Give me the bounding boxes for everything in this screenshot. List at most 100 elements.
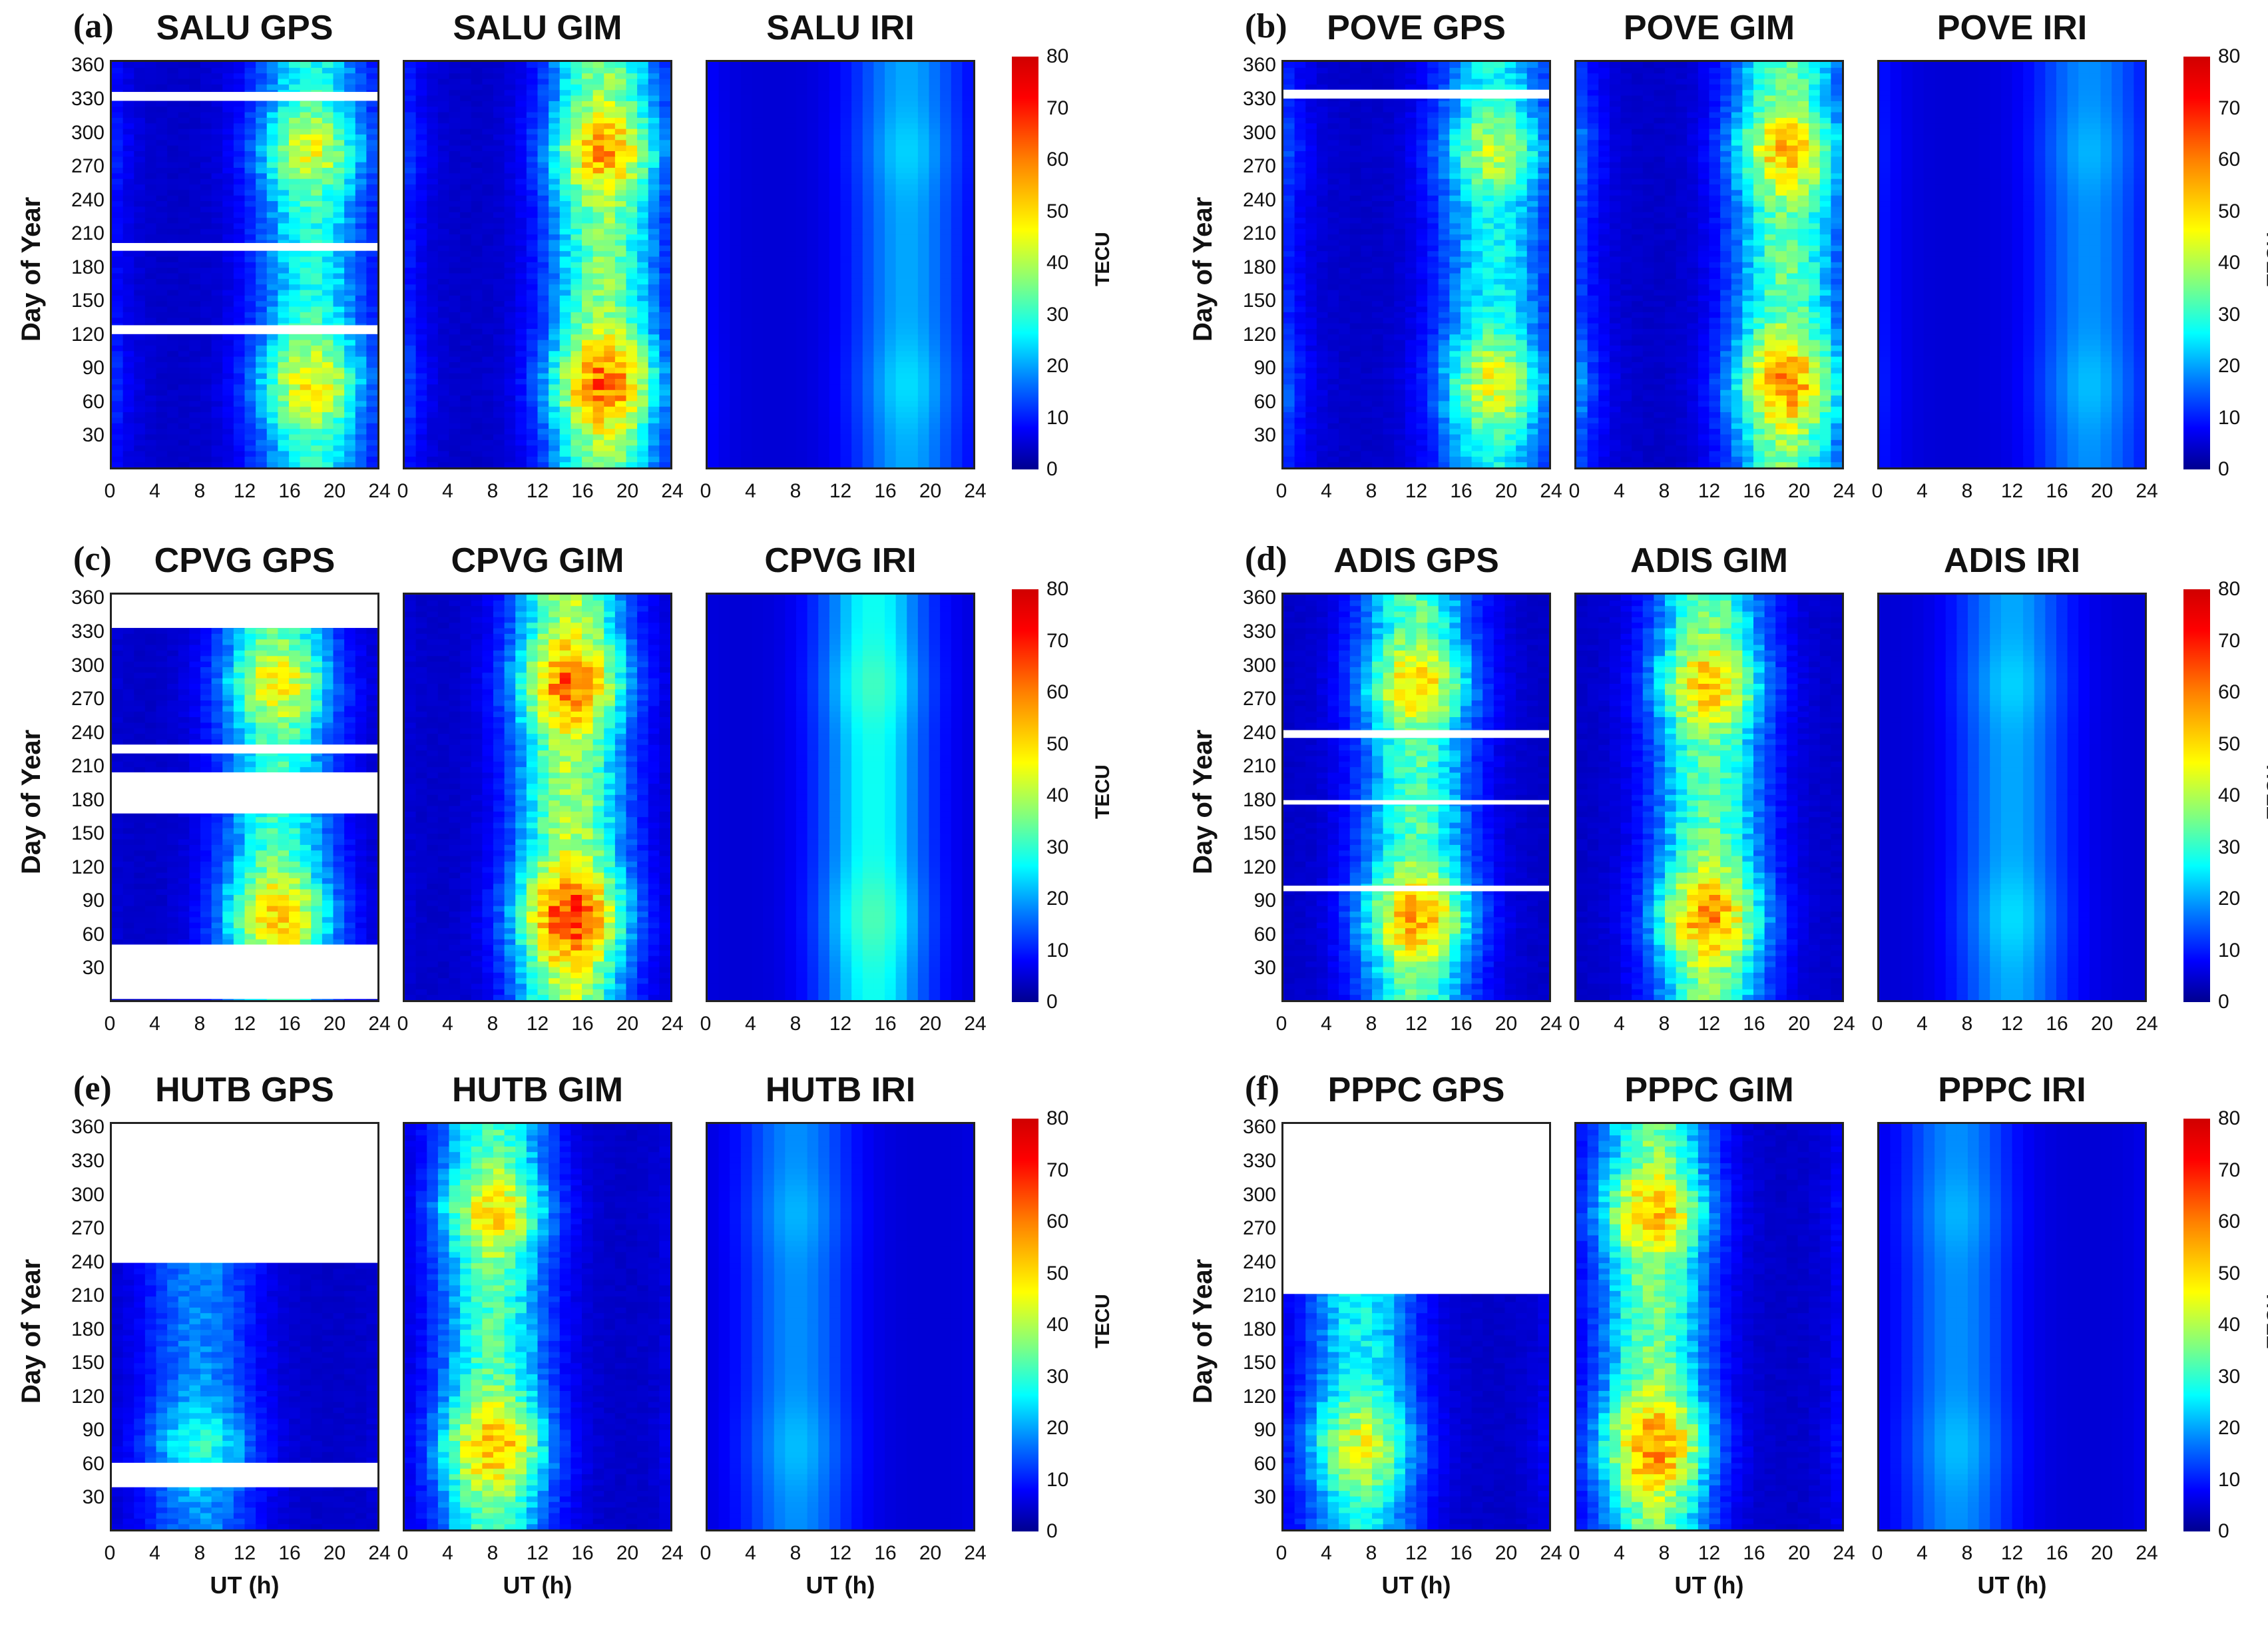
tec-cell [862, 256, 875, 262]
tec-cell [549, 184, 561, 190]
tec-cell [112, 200, 124, 207]
tec-cell [278, 112, 290, 118]
tec-cell [774, 345, 786, 352]
tec-cell [482, 101, 494, 107]
tec-cell [570, 439, 582, 446]
tec-cell [648, 245, 660, 252]
tec-cell [504, 400, 517, 407]
tec-cell [637, 123, 649, 129]
tec-cell [708, 323, 720, 329]
tec-cell [549, 340, 561, 346]
tec-cell [807, 345, 819, 352]
tec-cell [222, 217, 234, 224]
tec-cell [493, 250, 505, 257]
tec-cell [355, 267, 367, 274]
tec-cell [344, 172, 356, 179]
tec-cell [333, 73, 345, 79]
tec-cell [278, 400, 290, 407]
tec-cell [266, 406, 279, 413]
tec-cell [460, 378, 472, 385]
tec-cell [917, 273, 930, 279]
tec-cell [482, 95, 494, 101]
tec-cell [449, 189, 461, 196]
tec-cell [570, 245, 582, 252]
tec-cell [885, 411, 897, 418]
tec-cell [405, 356, 417, 362]
tec-cell [614, 384, 627, 390]
tec-cell [582, 323, 594, 329]
tec-cell [415, 112, 428, 118]
tec-cell [427, 350, 439, 357]
tec-cell [515, 139, 527, 146]
tec-cell [278, 300, 290, 307]
tec-cell [785, 156, 797, 162]
tec-cell [840, 378, 852, 385]
tec-cell [200, 222, 212, 229]
tec-cell [289, 200, 301, 207]
tec-cell [840, 200, 852, 207]
tec-cell [460, 167, 472, 174]
tec-cell [929, 278, 941, 285]
tec-cell [840, 417, 852, 423]
tec-cell [873, 384, 885, 390]
tec-cell [449, 212, 461, 218]
tec-cell [355, 411, 367, 418]
tec-cell [582, 306, 594, 312]
tec-cell [460, 156, 472, 162]
tec-cell [818, 156, 830, 162]
tec-cell [189, 84, 201, 91]
tec-cell [962, 145, 973, 151]
tec-cell [415, 439, 428, 446]
tec-cell [211, 445, 224, 451]
tec-cell [233, 317, 246, 324]
tec-cell [659, 300, 670, 307]
tec-cell [366, 145, 377, 151]
tec-cell [785, 356, 797, 362]
tec-cell [818, 290, 830, 296]
tec-cell [851, 423, 863, 429]
tec-cell [582, 234, 594, 240]
tec-cell [222, 256, 234, 262]
tec-cell [211, 134, 224, 140]
tec-cell [300, 384, 312, 390]
tec-cell [614, 456, 627, 463]
tec-cell [895, 395, 908, 402]
tec-cell [592, 79, 605, 85]
tec-cell [266, 101, 279, 107]
tec-cell [482, 284, 494, 290]
tec-cell [415, 306, 428, 312]
tec-cell [482, 461, 494, 467]
tec-cell [537, 350, 549, 357]
tec-cell [366, 123, 377, 129]
tec-cell [840, 406, 852, 413]
tec-cell [233, 373, 246, 380]
tec-cell [322, 367, 334, 374]
tec-cell [604, 234, 616, 240]
tec-cell [648, 384, 660, 390]
tec-cell [873, 200, 885, 207]
tec-cell [708, 362, 720, 368]
tec-cell [929, 367, 941, 374]
tec-cell [266, 340, 279, 346]
tec-cell [460, 162, 472, 168]
tec-cell [504, 362, 517, 368]
tec-cell [708, 217, 720, 224]
tec-cell [549, 390, 561, 396]
tec-cell [311, 62, 323, 68]
tec-cell [460, 362, 472, 368]
tec-cell [344, 461, 356, 467]
tec-cell [740, 195, 753, 202]
tec-cell [427, 362, 439, 368]
tec-cell [537, 84, 549, 91]
tec-cell [322, 400, 334, 407]
tec-cell [233, 378, 246, 385]
tec-cell [895, 256, 908, 262]
tec-cell [112, 189, 124, 196]
tec-cell [763, 312, 775, 318]
tec-cell [559, 245, 572, 252]
tec-cell [256, 273, 268, 279]
tec-cell [614, 89, 627, 96]
tec-cell [156, 239, 168, 246]
tec-cell [851, 139, 863, 146]
tec-cell [740, 206, 753, 212]
